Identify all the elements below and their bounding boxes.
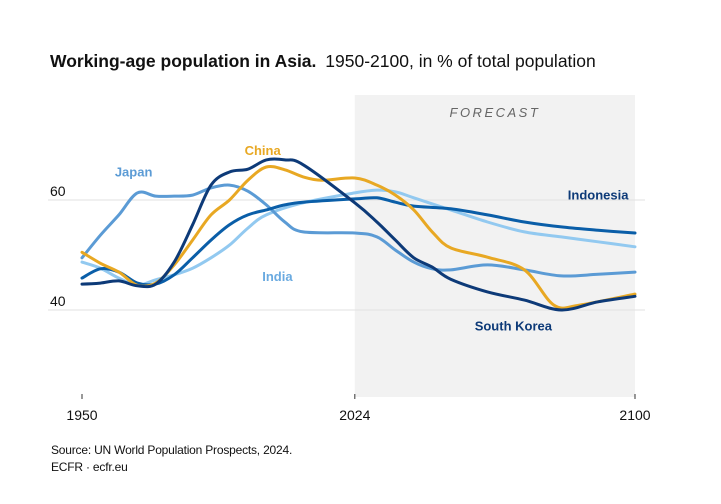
line-japan (80, 183, 637, 278)
label-india: India (262, 269, 293, 284)
y-tick-labels: 40 60 (50, 183, 66, 309)
y-tick-label: 40 (50, 293, 66, 309)
credit: ECFR · ecfr.eu (51, 460, 128, 474)
x-tick-label: 1950 (66, 407, 97, 423)
series-labels: Japan China South Korea Indonesia India (115, 143, 629, 333)
source-note: Source: UN World Population Prospects, 2… (51, 443, 293, 457)
title-bold: Working-age population in Asia. (50, 51, 316, 71)
y-tick-label: 60 (50, 183, 66, 199)
forecast-band (354, 95, 635, 397)
chart-title: Working-age population in Asia. 1950-210… (50, 51, 596, 71)
x-axis: 1950 2024 2100 (66, 394, 651, 423)
label-indonesia: Indonesia (568, 187, 629, 202)
label-china: China (245, 143, 282, 158)
label-japan: Japan (115, 164, 153, 179)
line-south-korea (80, 157, 637, 312)
line-india (80, 188, 637, 287)
label-south-korea: South Korea (475, 318, 553, 333)
x-tick-label: 2024 (339, 407, 370, 423)
forecast-label: FORECAST (450, 105, 541, 120)
series-lines (80, 157, 637, 312)
x-tick-label: 2100 (619, 407, 650, 423)
title-subtitle: 1950-2100, in % of total population (325, 51, 595, 71)
